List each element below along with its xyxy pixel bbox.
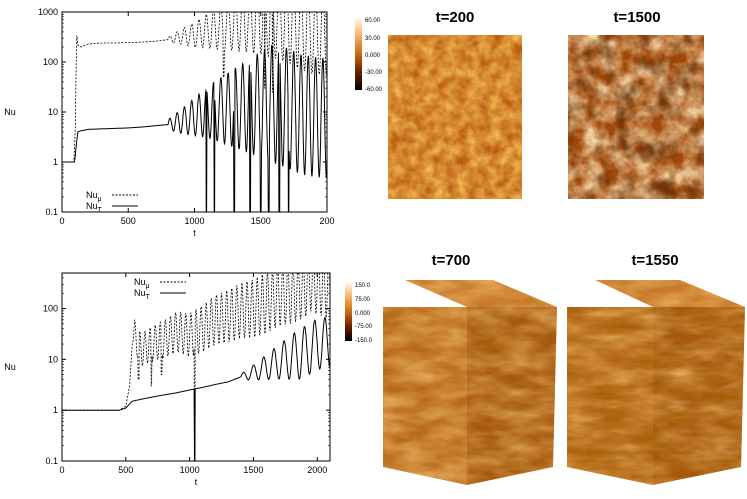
colorbar-3d-tick: -75.00 bbox=[355, 324, 373, 330]
colorbar-2d-tick: 60.00 bbox=[365, 18, 381, 24]
colorbar-2d-tick: 0.000 bbox=[365, 53, 381, 59]
y-tick-label: 10 bbox=[48, 354, 58, 364]
y-tick-label: 10 bbox=[48, 107, 58, 117]
y-tick-label: 1 bbox=[53, 405, 58, 415]
y-tick-label: 100 bbox=[43, 304, 58, 314]
series-line-nu-mu bbox=[62, 12, 327, 163]
heatmap-2d-group: 60.00 30.00 0.000 -30.00 -60.00 t=200 t=… bbox=[355, 9, 704, 199]
series-line-nu-t bbox=[62, 44, 327, 212]
x-tick-label: 0 bbox=[59, 465, 64, 475]
y-tick-label: 1000 bbox=[38, 7, 58, 17]
x-tick-label: 1000 bbox=[184, 216, 204, 226]
y-tick-label: 100 bbox=[43, 57, 58, 67]
colorbar-3d-tick: -150.0 bbox=[355, 338, 373, 344]
series-line-nu-mu bbox=[62, 273, 330, 461]
colorbar-3d-tick: 150.0 bbox=[355, 283, 371, 289]
x-tick-label: 500 bbox=[121, 216, 136, 226]
y-tick-label: 1 bbox=[53, 157, 58, 167]
colorbar-2d-tick: 30.00 bbox=[365, 36, 381, 42]
cube-title-t1550: t=1550 bbox=[631, 252, 678, 269]
colorbar-2d: 60.00 30.00 0.000 -30.00 -60.00 bbox=[355, 18, 383, 93]
x-tick-label: 500 bbox=[118, 465, 133, 475]
heatmap-t1500 bbox=[568, 35, 704, 199]
cube-title-t700: t=700 bbox=[432, 252, 471, 269]
cube-t700 bbox=[383, 280, 557, 485]
x-tick-label: 2000 bbox=[307, 465, 327, 475]
x-tick-label: 1000 bbox=[180, 465, 200, 475]
heatmap-t200 bbox=[388, 35, 522, 199]
heatmap-title-t1500: t=1500 bbox=[613, 9, 660, 26]
colorbar-2d-tick: -60.00 bbox=[365, 87, 383, 93]
x-tick-label: 1500 bbox=[251, 216, 271, 226]
series-line-nu-t bbox=[62, 316, 330, 461]
cube-t1550 bbox=[567, 280, 745, 485]
y-tick-label: 0.1 bbox=[45, 456, 58, 466]
y-axis-label: Nu bbox=[4, 362, 16, 372]
x-tick-label: 1500 bbox=[243, 465, 263, 475]
colorbar-3d: 150.0 75.00 0.000 -75.00 -150.0 bbox=[345, 283, 373, 344]
y-tick-label: 0.1 bbox=[45, 207, 58, 217]
heatmap-3d-group: 150.0 75.00 0.000 -75.00 -150.0 t=700 t=… bbox=[345, 252, 745, 485]
heatmap-title-t200: t=200 bbox=[436, 9, 475, 26]
x-axis-label: t bbox=[195, 477, 198, 487]
x-tick-label: 200 bbox=[319, 216, 334, 226]
plot-frame bbox=[61, 272, 331, 462]
colorbar-2d-tick: -30.00 bbox=[365, 70, 383, 76]
x-tick-label: 0 bbox=[59, 216, 64, 226]
colorbar-3d-tick: 0.000 bbox=[355, 311, 371, 317]
x-axis-label: t bbox=[193, 228, 196, 238]
colorbar-3d-tick: 75.00 bbox=[355, 297, 371, 303]
y-axis-label: Nu bbox=[4, 107, 16, 117]
